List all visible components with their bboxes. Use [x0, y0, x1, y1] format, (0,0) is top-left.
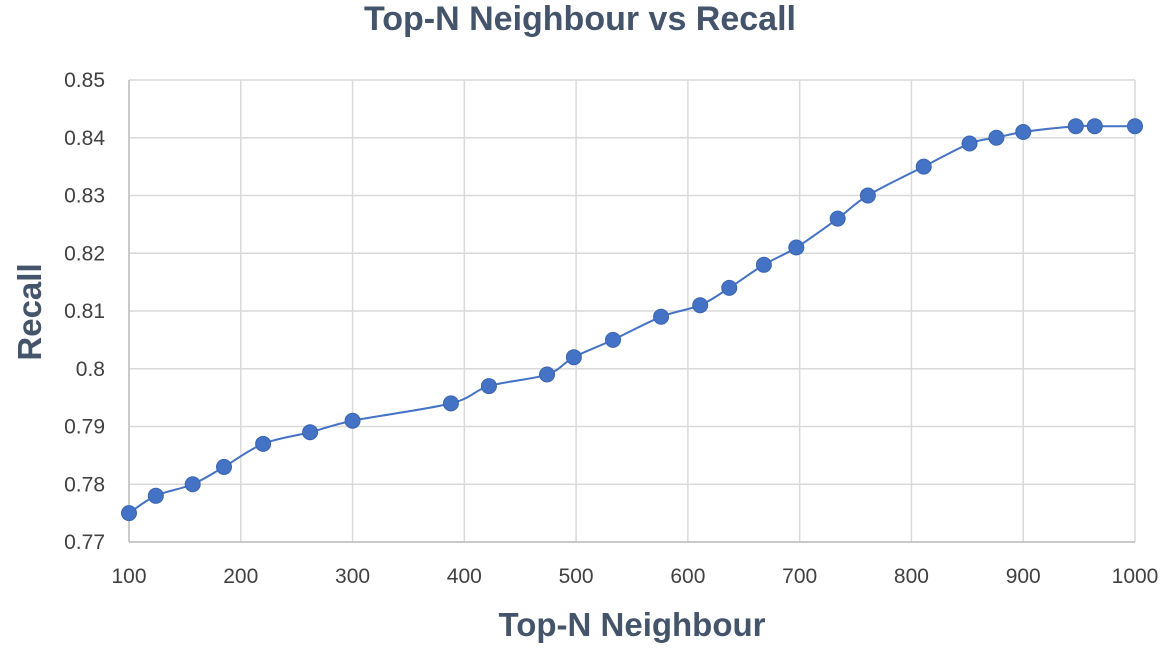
x-axis-label: Top-N Neighbour	[499, 606, 766, 643]
x-tick-label: 1000	[1112, 565, 1159, 588]
chart-title: Top-N Neighbour vs Recall	[364, 0, 796, 38]
y-axis-label: Recall	[11, 263, 48, 360]
grid	[128, 79, 1136, 543]
y-tick-labels: 0.77 0.78 0.79 0.8 0.81 0.82 0.83 0.84 0.85	[64, 69, 105, 554]
y-tick-label: 0.81	[64, 300, 105, 323]
y-tick-label: 0.82	[64, 242, 105, 265]
x-tick-label: 700	[782, 565, 817, 588]
data-point	[147, 487, 164, 504]
data-points	[121, 118, 1143, 522]
data-point	[121, 505, 137, 522]
x-tick-label: 300	[335, 565, 370, 588]
data-point	[480, 378, 497, 395]
data-point	[721, 279, 738, 296]
x-tick-labels: 100 200 300 400 500 600 700 800 900 1000	[111, 565, 1158, 588]
y-tick-label: 0.8	[76, 358, 105, 381]
data-point	[1015, 123, 1032, 140]
data-point	[255, 435, 272, 452]
series-line	[128, 124, 1135, 514]
data-point	[1127, 118, 1143, 135]
data-point	[788, 239, 805, 256]
data-point	[961, 135, 978, 152]
y-tick-label: 0.83	[64, 185, 105, 208]
data-point	[692, 297, 709, 314]
data-point	[653, 308, 670, 325]
x-tick-label: 600	[670, 565, 705, 588]
x-tick-label: 900	[1006, 565, 1041, 588]
data-point	[216, 458, 233, 475]
data-point	[829, 210, 846, 227]
data-point	[302, 424, 319, 441]
data-point	[755, 256, 772, 273]
y-tick-label: 0.85	[64, 69, 105, 92]
x-tick-label: 500	[559, 565, 594, 588]
x-tick-label: 400	[447, 565, 482, 588]
data-point	[442, 395, 459, 412]
y-tick-label: 0.77	[64, 531, 105, 554]
y-tick-label: 0.79	[64, 416, 105, 439]
data-point	[859, 187, 876, 204]
x-tick-label: 200	[223, 565, 258, 588]
data-point	[988, 129, 1005, 146]
x-tick-label: 100	[111, 565, 146, 588]
data-point	[344, 412, 361, 429]
y-tick-label: 0.78	[64, 473, 105, 496]
data-point	[1067, 118, 1084, 135]
data-point	[604, 331, 621, 348]
data-point	[565, 349, 582, 366]
data-point	[184, 476, 201, 493]
data-point	[915, 158, 932, 175]
y-tick-label: 0.84	[64, 127, 105, 150]
data-point	[1086, 118, 1103, 135]
x-tick-label: 800	[894, 565, 929, 588]
data-point	[539, 366, 556, 383]
